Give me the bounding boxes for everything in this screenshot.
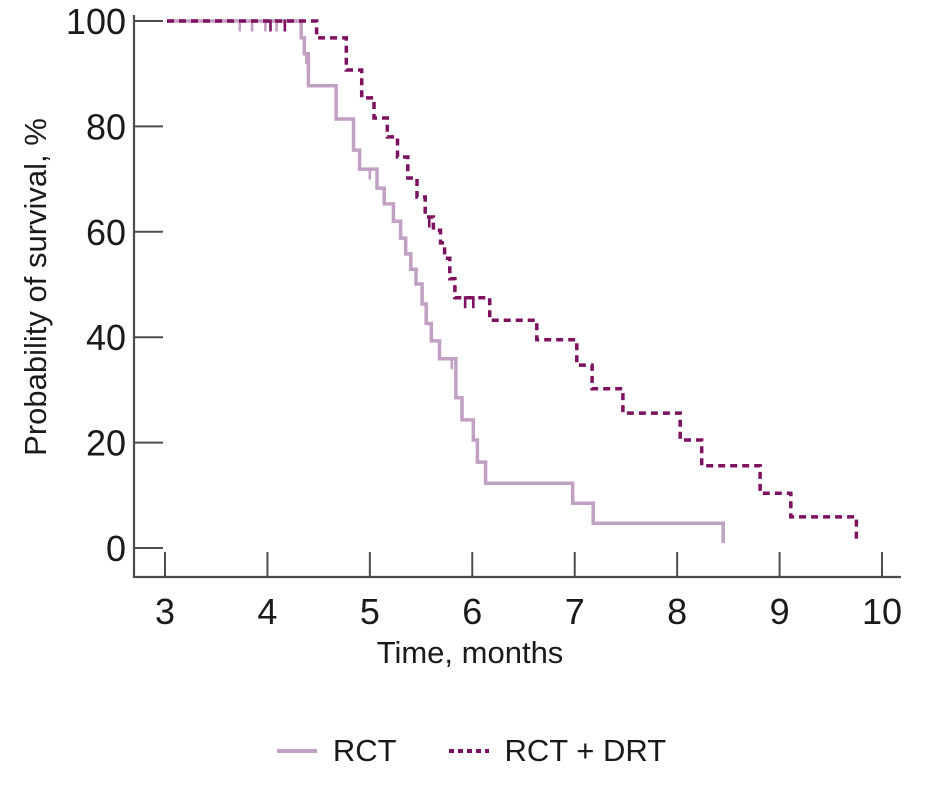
- x-tick-label: 10: [862, 591, 902, 632]
- censor-ticks-rct: [238, 19, 454, 370]
- legend-item-rct-drt: RCT + DRT: [448, 732, 667, 770]
- x-axis-title: Time, months: [377, 635, 564, 670]
- legend-label-rct-drt: RCT + DRT: [504, 733, 667, 768]
- x-tick-label: 6: [462, 591, 482, 632]
- x-tick-label: 4: [257, 591, 277, 632]
- y-tick-label: 40: [86, 317, 126, 358]
- legend-line-dashed-swatch: [448, 749, 489, 753]
- y-tick-label: 20: [86, 423, 126, 464]
- x-tick-label: 8: [667, 591, 687, 632]
- x-tick-label: 5: [360, 591, 380, 632]
- survival-curve-rct: [167, 19, 725, 544]
- axes: 0 20 40 60 80 100 3 4 5 6 7 8 9 10: [66, 1, 902, 632]
- y-tick-label: 0: [106, 528, 126, 569]
- y-tick-label: 60: [86, 212, 126, 253]
- legend-line-solid-swatch: [276, 749, 317, 753]
- y-tick-label: 100: [66, 1, 126, 42]
- censor-ticks-rct-drt: [269, 19, 475, 309]
- survival-curve-rct-drt: [167, 19, 859, 543]
- survival-curves: [167, 19, 859, 544]
- x-tick-label: 7: [565, 591, 585, 632]
- legend-item-rct: RCT: [276, 732, 397, 770]
- legend: RCT RCT + DRT: [0, 732, 943, 770]
- x-tick-label: 3: [155, 591, 175, 632]
- y-axis-title: Probability of survival, %: [18, 118, 53, 456]
- y-tick-label: 80: [86, 106, 126, 147]
- legend-label-rct: RCT: [332, 733, 397, 768]
- x-tick-label: 9: [770, 591, 790, 632]
